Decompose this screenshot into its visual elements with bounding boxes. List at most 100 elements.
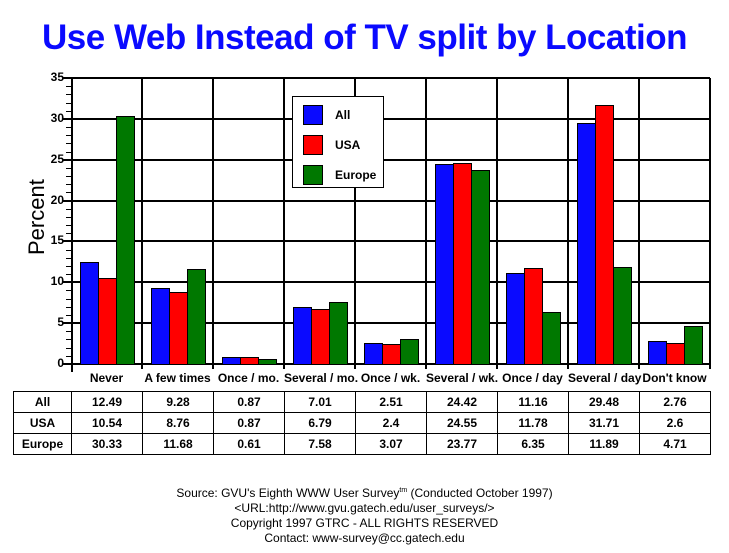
y-tick-mark	[66, 216, 71, 218]
gridline-horizontal	[71, 322, 710, 325]
y-axis-line	[71, 78, 73, 372]
legend-item-all: All	[303, 105, 383, 127]
gridline-horizontal	[71, 240, 710, 243]
source-text: Source: GVU's Eighth WWW User Survey	[176, 486, 400, 500]
bar-all	[292, 306, 312, 365]
row-header: USA	[13, 412, 72, 434]
source-footer: Source: GVU's Eighth WWW User Surveytm (…	[0, 483, 729, 546]
y-tick-mark	[66, 290, 71, 292]
bar-usa	[452, 163, 472, 365]
y-tick-mark	[66, 143, 71, 145]
bar-usa	[665, 342, 685, 365]
table-cell: 30.33	[71, 433, 143, 455]
table-cell: 2.4	[355, 412, 427, 434]
chart-title: Use Web Instead of TV split by Location	[42, 18, 687, 57]
plot-area	[71, 77, 711, 369]
bar-europe	[186, 268, 206, 365]
y-tick-mark	[66, 339, 71, 341]
legend-item-europe: Europe	[303, 165, 383, 187]
bar-usa	[239, 356, 259, 365]
x-category-label: Once / mo.	[217, 371, 280, 385]
y-tick-label: 25	[50, 151, 64, 166]
legend-swatch-usa	[303, 135, 323, 155]
y-tick-mark	[66, 110, 71, 112]
legend-label: All	[335, 108, 351, 122]
table-cell: 24.55	[426, 412, 498, 434]
legend: All USA Europe	[292, 96, 384, 188]
bar-usa	[168, 292, 188, 365]
y-tick-mark	[62, 117, 71, 120]
row-header: All	[13, 391, 72, 413]
y-tick-mark	[66, 347, 71, 349]
trademark-sup: tm	[399, 487, 408, 494]
bar-europe	[328, 302, 348, 365]
gridline-horizontal	[71, 117, 710, 120]
y-tick-mark	[66, 274, 71, 276]
y-tick-mark	[62, 158, 71, 161]
table-cell: 4.71	[639, 433, 711, 455]
bar-all	[647, 341, 667, 365]
x-category-label: A few times	[144, 371, 211, 385]
bar-usa	[523, 267, 543, 365]
bar-all	[363, 343, 383, 365]
legend-swatch-europe	[303, 165, 323, 185]
y-tick-mark	[66, 233, 71, 235]
y-tick-mark	[62, 199, 71, 202]
y-tick-label: 15	[50, 233, 64, 248]
x-category-label: Several / wk.	[426, 371, 499, 385]
table-cell: 6.79	[284, 412, 356, 434]
bar-europe	[683, 325, 703, 365]
y-tick-mark	[66, 102, 71, 104]
y-tick-label: 0	[57, 356, 64, 370]
y-tick-mark	[66, 184, 71, 186]
y-tick-label: 30	[50, 110, 64, 125]
gridline-vertical	[141, 78, 143, 369]
bar-all	[576, 123, 596, 365]
x-category-label: Don't know	[642, 371, 707, 385]
y-tick-mark	[66, 151, 71, 153]
table-cell: 0.87	[213, 412, 285, 434]
legend-swatch-all	[303, 105, 323, 125]
bar-all	[221, 356, 241, 365]
gridline-vertical	[425, 78, 427, 369]
y-tick-mark	[66, 135, 71, 137]
y-tick-label: 35	[50, 70, 64, 84]
table-cell: 11.16	[497, 391, 569, 413]
table-cell: 10.54	[71, 412, 143, 434]
y-tick-mark	[66, 257, 71, 259]
y-tick-mark	[62, 77, 71, 79]
y-tick-mark	[66, 208, 71, 210]
x-category-label: Several / day	[568, 371, 642, 385]
x-category-label: Once / wk.	[360, 371, 421, 385]
bar-all	[505, 272, 525, 365]
gridline-horizontal	[71, 77, 710, 79]
bar-europe	[541, 312, 561, 365]
copyright: Copyright 1997 GTRC - ALL RIGHTS RESERVE…	[230, 516, 499, 530]
y-tick-mark	[66, 167, 71, 169]
y-tick-label: 10	[50, 274, 64, 289]
gridline-vertical	[638, 78, 640, 369]
gridline-vertical	[212, 78, 214, 369]
table-cell: 11.78	[497, 412, 569, 434]
legend-label: Europe	[335, 168, 377, 182]
bar-all	[434, 164, 454, 365]
y-tick-mark	[66, 331, 71, 333]
table-cell: 11.68	[142, 433, 214, 455]
y-tick-mark	[66, 298, 71, 300]
row-header: Europe	[13, 433, 72, 455]
y-tick-mark	[66, 355, 71, 357]
y-tick-label: 20	[50, 192, 64, 207]
table-cell: 23.77	[426, 433, 498, 455]
table-cell: 9.28	[142, 391, 214, 413]
table-cell: 29.48	[568, 391, 640, 413]
table-cell: 7.58	[284, 433, 356, 455]
table-row: Europe 30.33 11.68 0.61 7.58 3.07 23.77 6.35 11.…	[13, 433, 711, 455]
bar-all	[150, 288, 170, 365]
gridline-horizontal	[71, 199, 710, 202]
table-cell: 3.07	[355, 433, 427, 455]
y-tick-mark	[66, 306, 71, 308]
table-cell: 2.51	[355, 391, 427, 413]
table-cell: 2.76	[639, 391, 711, 413]
y-tick-mark	[62, 240, 71, 243]
y-tick-mark	[66, 127, 71, 129]
